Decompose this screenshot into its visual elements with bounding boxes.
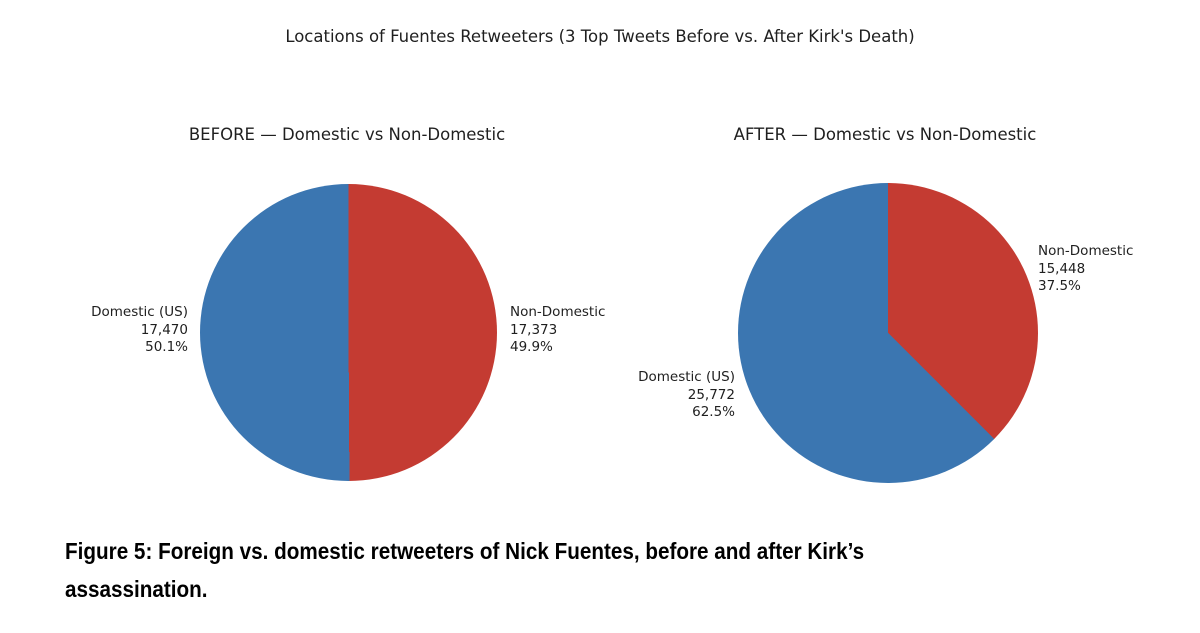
slice-label: Non-Domestic: [1038, 243, 1134, 259]
slice-value: 15,448: [1038, 260, 1086, 277]
slice-value: 25,772: [687, 386, 735, 403]
before-nondomestic-label: Non-Domestic 17,373 49.9%: [510, 304, 670, 357]
slice-value: 17,373: [510, 321, 558, 338]
slice-label: Non-Domestic: [510, 304, 606, 320]
figure-caption-line2: assassination.: [65, 575, 208, 602]
after-nondomestic-label: Non-Domestic 15,448 37.5%: [1038, 243, 1198, 296]
slice-percent: 49.9%: [510, 339, 553, 355]
slice-label: Domestic (US): [91, 304, 188, 320]
figure-caption-line1: Figure 5: Foreign vs. domestic retweeter…: [65, 538, 865, 564]
figure-title: Locations of Fuentes Retweeters (3 Top T…: [285, 27, 915, 46]
before-domestic-label: Domestic (US) 17,470 50.1%: [28, 304, 188, 357]
before-pie-chart: [200, 184, 497, 481]
after-chart-title: AFTER — Domestic vs Non-Domestic: [733, 125, 1037, 144]
before-chart-title: BEFORE — Domestic vs Non-Domestic: [188, 125, 506, 144]
slice-percent: 62.5%: [692, 404, 735, 420]
slice-label: Domestic (US): [638, 369, 735, 385]
figure-caption: Figure 5: Foreign vs. domestic retweeter…: [65, 533, 864, 608]
after-pie-chart: [738, 183, 1038, 483]
slice-percent: 50.1%: [145, 339, 188, 355]
slice-value: 17,470: [140, 321, 188, 338]
after-domestic-label: Domestic (US) 25,772 62.5%: [575, 369, 735, 422]
slice-percent: 37.5%: [1038, 278, 1081, 294]
